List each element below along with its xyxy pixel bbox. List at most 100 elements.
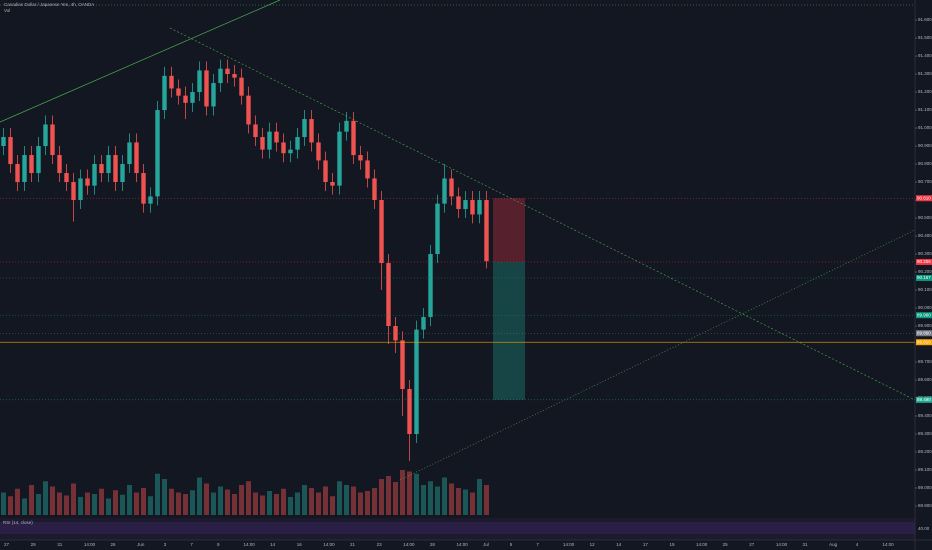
volume-bar xyxy=(407,471,412,515)
x-tick-label: 28 xyxy=(430,542,436,547)
y-tick-label: 91.100 xyxy=(918,107,932,112)
volume-bar xyxy=(372,488,377,515)
candle-body xyxy=(29,155,34,174)
candle-body xyxy=(113,155,118,183)
price-label-bg xyxy=(916,258,932,265)
candle-body xyxy=(435,203,440,255)
volume-bar xyxy=(15,488,20,515)
volume-bar xyxy=(169,488,174,515)
candle-body xyxy=(183,95,188,103)
x-tick-label: 14:00 xyxy=(457,542,469,547)
volume-bar xyxy=(162,479,167,515)
y-tick-label: 89.600 xyxy=(918,377,932,382)
volume-bar xyxy=(442,477,447,515)
stop-zone xyxy=(493,198,525,262)
volume-bar xyxy=(309,488,314,515)
candle-body xyxy=(386,263,391,327)
price-label-bg xyxy=(916,339,932,346)
x-tick-label: 5 xyxy=(510,542,513,547)
candle-body xyxy=(197,70,202,93)
candle-body xyxy=(148,196,153,204)
y-tick-label: 91.000 xyxy=(918,125,932,130)
candle-body xyxy=(456,196,461,210)
volume-bar xyxy=(449,483,454,515)
x-tick-label: 17 xyxy=(643,542,649,547)
candle-body xyxy=(365,160,370,179)
x-tick-label: 27 xyxy=(749,542,755,547)
volume-bar xyxy=(64,495,69,515)
x-tick-label: 31 xyxy=(57,542,63,547)
candle-body xyxy=(64,173,69,183)
candle-body xyxy=(57,155,62,174)
y-tick-label: 89.700 xyxy=(918,359,932,364)
volume-bar xyxy=(120,494,125,515)
volume-bar xyxy=(358,492,363,515)
candle-body xyxy=(155,110,160,197)
candle-body xyxy=(463,200,468,210)
candle-body xyxy=(414,329,419,435)
candle-body xyxy=(316,142,321,161)
volume-bar xyxy=(302,485,307,515)
volume-bar xyxy=(197,477,202,515)
volume-bar xyxy=(344,485,349,515)
y-tick-label: 90.400 xyxy=(918,233,932,238)
volume-bar xyxy=(225,489,230,515)
price-label-bg xyxy=(916,330,932,337)
candle-body xyxy=(71,182,76,201)
x-tick-label: 31 xyxy=(803,542,809,547)
trend-line xyxy=(0,0,281,123)
candle-body xyxy=(477,200,482,215)
volume-bar xyxy=(267,491,272,515)
candle-body xyxy=(99,164,104,174)
volume-bar xyxy=(71,483,76,515)
volume-bar xyxy=(183,494,188,515)
x-tick-label: 14 xyxy=(270,542,276,547)
candle-body xyxy=(344,120,349,132)
volume-bar xyxy=(127,485,132,515)
volume-bar xyxy=(414,473,419,515)
volume-bar xyxy=(428,481,433,515)
trend-line xyxy=(399,229,916,481)
x-tick-label: 23 xyxy=(377,542,383,547)
volume-bar xyxy=(246,481,251,515)
x-tick-label: 14:00 xyxy=(776,542,788,547)
volume-bar xyxy=(50,486,55,515)
x-tick-label: 27 xyxy=(4,542,10,547)
y-tick-label: 91.500 xyxy=(918,35,932,40)
volume-bar xyxy=(484,485,489,515)
volume-bar xyxy=(281,488,286,515)
volume-bar xyxy=(113,490,118,515)
volume-bar xyxy=(1,492,6,515)
candle-body xyxy=(169,75,174,89)
candle-body xyxy=(302,119,307,138)
candle-body xyxy=(50,124,55,156)
volume-bar xyxy=(204,483,209,515)
x-tick-label: 26 xyxy=(110,542,116,547)
rsi-label: RSI (14, close) xyxy=(3,520,33,525)
y-tick-label: 91.600 xyxy=(918,17,932,22)
candle-body xyxy=(134,142,139,174)
price-label-bg xyxy=(916,274,932,281)
candle-body xyxy=(225,68,230,75)
volume-bar xyxy=(477,479,482,515)
candle-body xyxy=(274,131,279,143)
candle-body xyxy=(141,173,146,204)
y-tick-label: 89.300 xyxy=(918,431,932,436)
volume-bar xyxy=(274,494,279,515)
candle-body xyxy=(393,326,398,341)
candle-body xyxy=(85,178,90,186)
candle-body xyxy=(351,120,356,156)
candle-body xyxy=(309,119,314,143)
candle-body xyxy=(162,75,167,111)
price-label: 90.167 xyxy=(917,275,931,280)
price-label: 90.610 xyxy=(917,195,931,200)
volume-bar xyxy=(379,479,384,515)
y-tick-label: 89.000 xyxy=(918,485,932,490)
candle-body xyxy=(400,340,405,390)
candle-body xyxy=(106,155,111,174)
candle-body xyxy=(232,74,237,78)
volume-bar xyxy=(351,486,356,515)
price-label: 89.860 xyxy=(917,330,931,335)
